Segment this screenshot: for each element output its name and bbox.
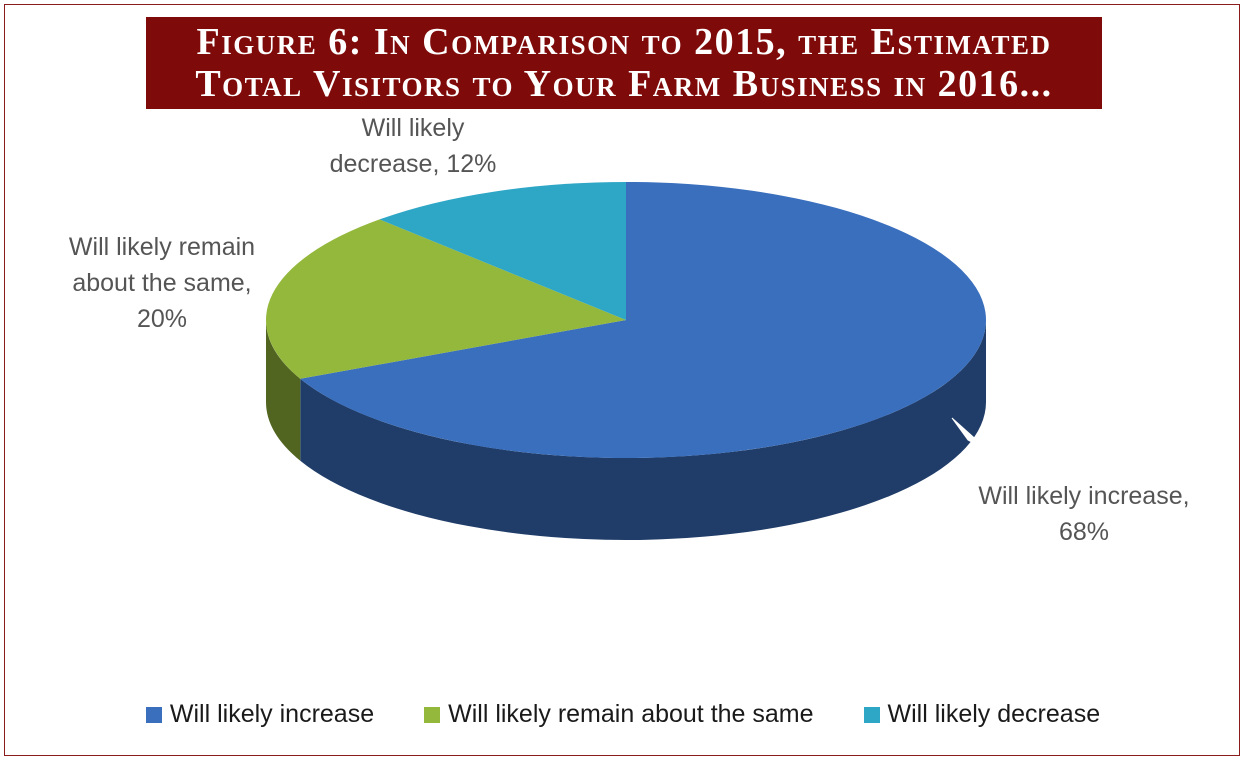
pie-slice-increase: [300, 182, 986, 458]
data-label-decrease-line-2: decrease, 12%: [329, 150, 497, 178]
legend-swatch-increase: [145, 706, 162, 723]
pie-side-layer: [266, 320, 987, 540]
legend-item-same: Will likely remain about the same: [424, 700, 814, 729]
data-label-same-line-2: about the same,: [72, 269, 252, 297]
data-label-decrease-line-1: Will likely: [361, 114, 465, 142]
legend-item-increase: Will likely increase: [145, 700, 375, 729]
leader-line-increase: [951, 417, 991, 453]
pie-side-same: [266, 320, 301, 461]
chart-frame: [4, 4, 1240, 756]
pie-slice-same: [266, 219, 626, 379]
legend: Will likely increase Will likely remain …: [0, 700, 1246, 729]
data-label-increase-line-2: 68%: [1058, 518, 1110, 546]
pie-side-increase: [300, 320, 987, 540]
data-label-same-line-3: 20%: [136, 305, 188, 333]
pie-top-layer: [266, 182, 986, 458]
legend-label-same: Will likely remain about the same: [448, 700, 814, 728]
pie-slice-decrease: [379, 182, 626, 320]
data-label-same: Will likely remain about the same, 20%: [52, 229, 272, 337]
legend-label-increase: Will likely increase: [169, 700, 375, 728]
chart-title-line-2: Total Visitors to Your Farm Business in …: [195, 63, 1053, 105]
data-label-decrease: Will likely decrease, 12%: [318, 110, 508, 182]
legend-item-decrease: Will likely decrease: [863, 700, 1101, 729]
data-label-increase: Will likely increase, 68%: [968, 478, 1200, 550]
legend-swatch-same: [424, 706, 441, 723]
data-label-same-line-1: Will likely remain: [68, 233, 256, 261]
chart-title-line-1: Figure 6: In Comparison to 2015, the Est…: [196, 21, 1052, 63]
legend-swatch-decrease: [863, 706, 880, 723]
data-label-increase-line-1: Will likely increase,: [978, 482, 1190, 510]
legend-label-decrease: Will likely decrease: [887, 700, 1101, 728]
chart-title: Figure 6: In Comparison to 2015, the Est…: [146, 17, 1102, 109]
